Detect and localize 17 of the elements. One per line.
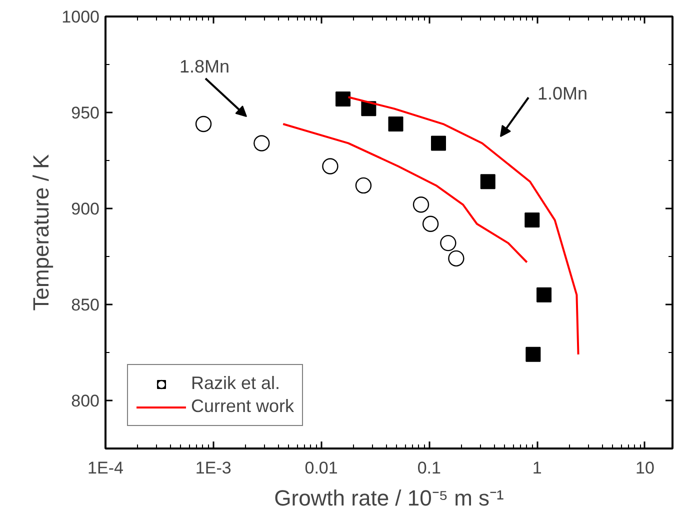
legend-label: Razik et al. — [191, 373, 280, 394]
x-tick-label: 0.1 — [417, 458, 441, 478]
annotation: 1.8Mn — [179, 56, 230, 76]
x-tick-label: 0.01 — [304, 458, 338, 478]
legend-label: Current work — [191, 396, 294, 417]
y-tick-label: 900 — [71, 200, 100, 218]
x-tick-label: 1E-3 — [195, 458, 232, 478]
annotation: 1.0Mn — [537, 84, 588, 104]
x-axis-title: Growth rate / 10⁻⁵ m s⁻¹ — [274, 486, 504, 510]
y-tick-label: 850 — [71, 296, 100, 314]
x-tick-label: 1 — [532, 458, 542, 478]
x-tick-label: 10 — [636, 458, 654, 478]
y-tick-label: 800 — [71, 392, 100, 410]
x-tick-label: 1E-4 — [88, 458, 124, 478]
y-axis-title: Temperature / K — [28, 154, 54, 311]
y-tick-label: 950 — [71, 104, 100, 122]
y-tick-label: 1000 — [62, 8, 100, 26]
